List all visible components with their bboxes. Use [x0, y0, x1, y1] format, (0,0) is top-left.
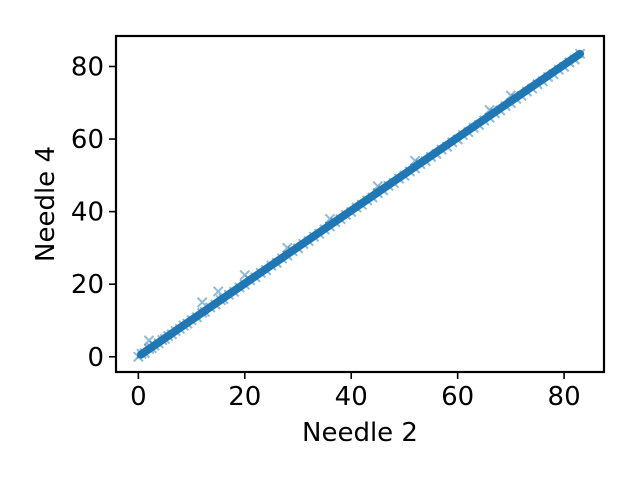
plot-frame [114, 34, 606, 374]
y-tick-label: 60 [71, 125, 104, 155]
scatter-point [212, 286, 224, 297]
x-tick-label: 40 [335, 382, 368, 412]
scatter-point [196, 297, 208, 308]
x-tick-label: 0 [130, 382, 147, 412]
y-tick-label: 20 [71, 270, 104, 300]
x-tick-label: 60 [441, 382, 474, 412]
x-axis-label: Needle 2 [302, 418, 418, 448]
scatter-points [133, 48, 586, 363]
x-tick-label: 20 [228, 382, 261, 412]
y-axis-ticks: 0 20 40 60 80 [71, 52, 116, 373]
y-axis-label: Needle 4 [31, 146, 61, 262]
scatter-density-band [137, 49, 585, 359]
y-tick-label: 40 [71, 198, 104, 228]
y-tick-label: 0 [87, 343, 104, 373]
x-axis-ticks: 0 20 40 60 80 [130, 372, 581, 412]
x-tick-label: 80 [548, 382, 581, 412]
y-tick-label: 80 [71, 52, 104, 82]
